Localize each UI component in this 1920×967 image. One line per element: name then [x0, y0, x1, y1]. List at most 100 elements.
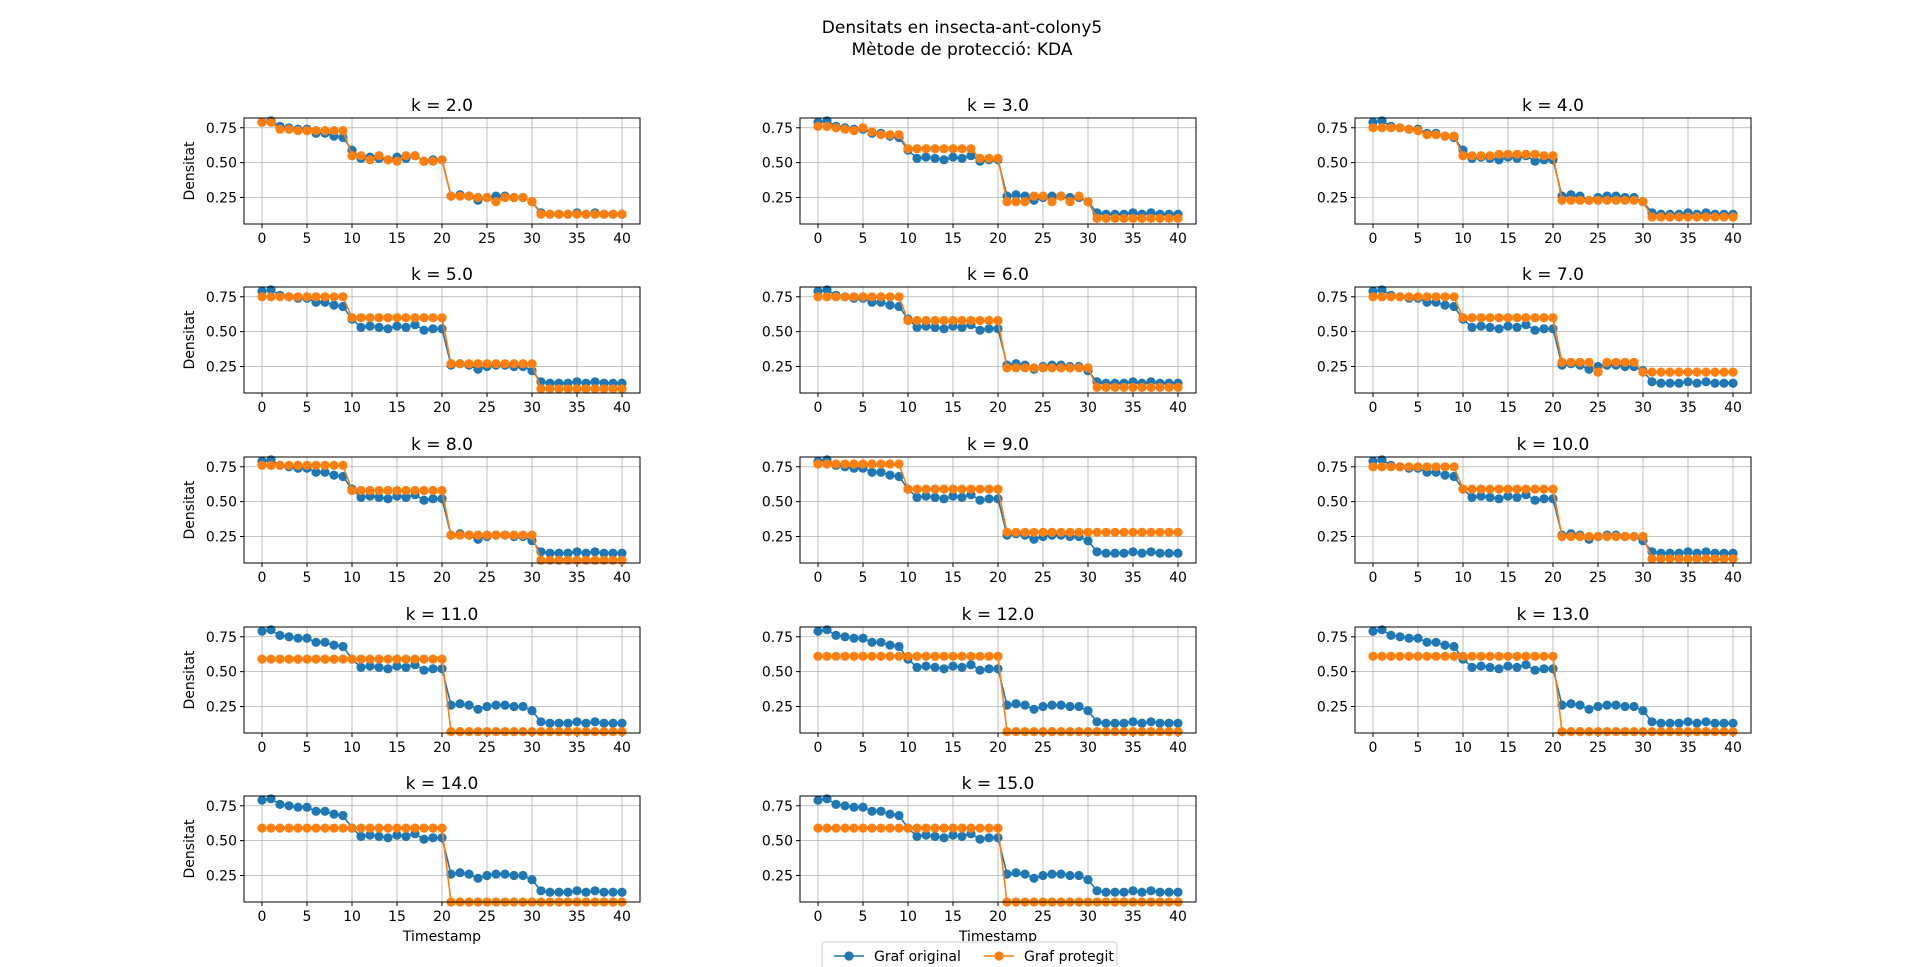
- x-tick-label: 35: [568, 570, 586, 586]
- point-protected: [1458, 651, 1468, 661]
- point-original: [338, 301, 348, 312]
- point-original: [419, 325, 429, 335]
- x-tick-label: 0: [1369, 570, 1378, 586]
- point-original: [1164, 887, 1174, 897]
- point-original: [1101, 548, 1111, 558]
- x-tick-label: 20: [433, 231, 451, 247]
- point-protected: [320, 654, 330, 664]
- point-protected: [1620, 357, 1630, 367]
- point-protected: [966, 651, 976, 661]
- point-original: [284, 632, 294, 642]
- axes-frame: [799, 795, 1197, 903]
- point-protected: [1056, 363, 1066, 373]
- point-protected: [545, 727, 555, 737]
- point-protected: [1386, 292, 1396, 302]
- x-tick-label: 40: [613, 231, 631, 247]
- point-protected: [284, 124, 294, 134]
- point-protected: [1056, 191, 1066, 201]
- subplot-10: k = 11.0 0 5 10 15 20 25 30 35 40 0.25 0.50 0.75 Dens…: [182, 605, 641, 756]
- point-protected: [1530, 149, 1540, 159]
- point-original: [912, 153, 922, 163]
- point-protected: [1173, 213, 1183, 223]
- point-original: [1584, 364, 1594, 374]
- point-protected: [1674, 367, 1684, 377]
- point-original: [1386, 630, 1396, 641]
- point-protected: [1101, 213, 1111, 223]
- point-protected: [858, 459, 868, 469]
- y-axis-label: Densitat: [182, 650, 198, 710]
- point-original: [275, 799, 285, 810]
- point-original: [993, 324, 1003, 334]
- point-protected: [1431, 292, 1441, 302]
- point-protected: [975, 651, 985, 661]
- point-protected: [921, 484, 931, 494]
- point-protected: [1047, 527, 1057, 537]
- point-original: [930, 322, 940, 332]
- point-protected: [437, 155, 447, 165]
- point-protected: [921, 651, 931, 661]
- x-tick-label: 30: [1079, 909, 1097, 925]
- point-protected: [1413, 462, 1423, 472]
- point-original: [599, 548, 609, 558]
- point-protected: [930, 651, 940, 661]
- point-protected: [948, 484, 958, 494]
- point-original: [984, 324, 994, 334]
- point-protected: [1038, 191, 1048, 201]
- point-original: [948, 491, 958, 501]
- point-protected: [1593, 727, 1603, 737]
- point-original: [581, 887, 591, 897]
- axes-frame: [799, 456, 1197, 564]
- point-protected: [1395, 123, 1405, 133]
- point-protected: [1512, 313, 1522, 323]
- point-original: [885, 640, 895, 650]
- point-original: [930, 492, 940, 502]
- x-tick-label: 0: [1369, 231, 1378, 247]
- x-tick-label: 10: [343, 231, 361, 247]
- point-original: [311, 467, 321, 477]
- point-original: [608, 887, 618, 897]
- x-tick-label: 25: [1034, 909, 1052, 925]
- point-protected: [1065, 527, 1075, 537]
- point-protected: [329, 126, 339, 136]
- point-protected: [1038, 527, 1048, 537]
- point-protected: [948, 144, 958, 154]
- legend-marker: [844, 951, 854, 961]
- point-protected: [437, 313, 447, 323]
- point-original: [518, 870, 528, 881]
- point-protected: [1557, 357, 1567, 367]
- point-protected: [993, 823, 1003, 833]
- axes-frame: [1354, 456, 1752, 564]
- point-original: [572, 717, 582, 727]
- point-protected: [1521, 484, 1531, 494]
- x-tick-label: 25: [1034, 400, 1052, 416]
- point-protected: [894, 651, 904, 661]
- point-original: [590, 886, 600, 896]
- point-original: [608, 548, 618, 558]
- point-protected: [1728, 554, 1738, 564]
- point-protected: [1413, 651, 1423, 661]
- point-protected: [500, 530, 510, 540]
- point-protected: [1521, 149, 1531, 159]
- point-original: [293, 633, 303, 643]
- point-original: [428, 494, 438, 504]
- point-protected: [1584, 727, 1594, 737]
- grid-lines: [1355, 457, 1751, 563]
- x-tick-label: 5: [303, 231, 312, 247]
- point-original: [1647, 717, 1657, 727]
- y-tick-label: 0.50: [206, 325, 237, 341]
- point-protected: [410, 485, 420, 496]
- y-tick-label: 0.50: [762, 325, 793, 341]
- subplot-3: k = 4.0 0 5 10 15 20 25 30 35 40 0.25 0.50 0.75: [1317, 96, 1752, 247]
- point-original: [1530, 495, 1540, 505]
- point-protected: [840, 459, 850, 469]
- point-protected: [840, 292, 850, 302]
- point-protected: [930, 823, 940, 833]
- point-protected: [930, 315, 940, 326]
- axes-frame: [799, 626, 1197, 734]
- point-protected: [1395, 292, 1405, 302]
- point-protected: [473, 192, 483, 203]
- point-original: [590, 547, 600, 557]
- point-protected: [1710, 554, 1720, 564]
- point-protected: [885, 651, 895, 661]
- point-protected: [329, 292, 339, 302]
